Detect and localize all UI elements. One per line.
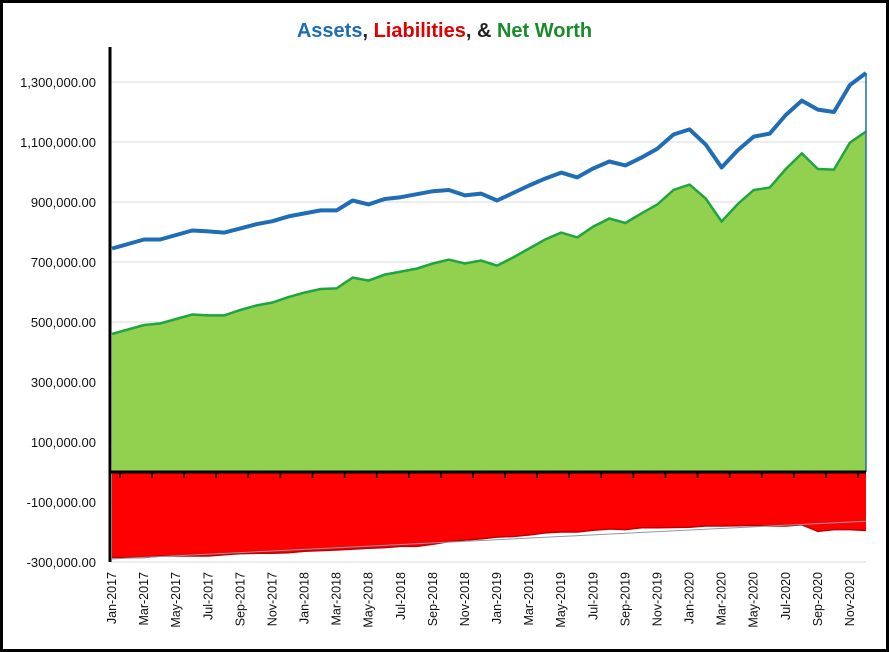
y-tick-label: 900,000.00 (31, 195, 96, 210)
x-tick-label: Mar-2017 (137, 572, 151, 626)
x-tick-label: Jan-2019 (490, 572, 504, 624)
x-tick-label: Sep-2020 (811, 572, 825, 626)
chart-title: Assets, Liabilities, & Net Worth (0, 20, 889, 43)
y-tick-label: 1,100,000.00 (20, 135, 96, 150)
x-tick-label: Nov-2017 (265, 572, 279, 626)
y-tick-label: 100,000.00 (31, 435, 96, 450)
y-tick-label: 300,000.00 (31, 375, 96, 390)
x-tick-label: May-2018 (362, 572, 376, 628)
x-tick-label: Sep-2017 (233, 572, 247, 626)
x-tick-label: Nov-2020 (843, 572, 857, 626)
title-liabilities: Liabilities (373, 20, 466, 42)
title-sep-2: , & (465, 20, 497, 42)
liabilities-trendline (111, 520, 867, 560)
title-sep-1: , (362, 20, 374, 42)
liabilities-area (112, 472, 866, 558)
liabilities-line (112, 524, 867, 559)
y-tick-label: 500,000.00 (31, 315, 96, 330)
x-tick-label: Sep-2018 (426, 572, 440, 626)
x-tick-label: Jan-2018 (298, 572, 312, 624)
y-tick-label: -300,000.00 (27, 555, 96, 570)
y-tick-label: -100,000.00 (27, 495, 96, 510)
x-tick-label: Mar-2020 (715, 572, 729, 626)
x-tick-label: Sep-2019 (618, 572, 632, 626)
x-tick-label: Mar-2018 (330, 572, 344, 626)
net-worth-line (111, 130, 867, 336)
x-tick-label: May-2019 (554, 572, 568, 628)
x-tick-label: Jan-2020 (683, 572, 697, 624)
x-tick-label: Jul-2019 (586, 572, 600, 620)
x-tick-label: Mar-2019 (522, 572, 536, 626)
assets-line (111, 71, 868, 251)
net-worth-area (112, 131, 866, 472)
title-assets: Assets (296, 20, 363, 42)
x-tick-label: May-2020 (747, 572, 761, 628)
x-tick-label: Jan-2017 (105, 572, 119, 624)
x-tick-label: Nov-2018 (458, 572, 472, 626)
x-tick-label: Jul-2017 (201, 572, 215, 620)
x-tick-label: May-2017 (169, 572, 183, 628)
x-tick-label: Nov-2019 (650, 572, 664, 626)
title-net-worth: Net Worth (496, 20, 593, 42)
y-tick-label: 1,300,000.00 (20, 75, 96, 90)
y-tick-label: 700,000.00 (31, 255, 96, 270)
x-tick-label: Jul-2018 (394, 572, 408, 620)
x-tick-label: Jul-2020 (779, 572, 793, 620)
